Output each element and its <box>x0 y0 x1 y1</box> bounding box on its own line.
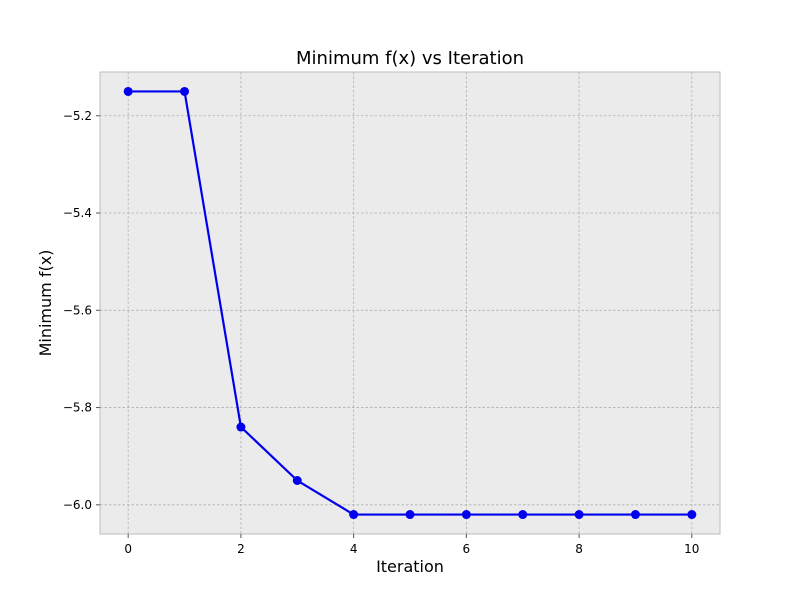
plot-area <box>99 71 721 535</box>
grid-lines <box>100 72 720 534</box>
x-tick-label: 6 <box>463 542 471 556</box>
series-points <box>123 86 697 520</box>
data-point <box>123 86 133 96</box>
x-tick-label: 2 <box>237 542 245 556</box>
chart-title: Minimum f(x) vs Iteration <box>296 48 524 69</box>
y-tick-label: −5.4 <box>63 206 92 220</box>
axis-ticks: 0 2 4 6 8 10 −5.2 −5.4 −5.6 −5.8 −6.0 <box>63 109 700 556</box>
data-point <box>405 510 415 520</box>
data-point <box>236 422 246 432</box>
data-point <box>630 510 640 520</box>
data-point <box>349 510 359 520</box>
x-tick-label: 8 <box>575 542 583 556</box>
x-tick-label: 10 <box>684 542 699 556</box>
data-point <box>180 86 190 96</box>
y-axis-label: Minimum f(x) <box>36 250 55 357</box>
data-point <box>518 510 528 520</box>
x-tick-label: 0 <box>124 542 132 556</box>
data-point <box>574 510 584 520</box>
y-tick-label: −5.8 <box>63 401 92 415</box>
y-tick-label: −5.6 <box>63 303 92 317</box>
y-tick-label: −6.0 <box>63 498 92 512</box>
x-axis-label: Iteration <box>376 557 444 576</box>
y-tick-label: −5.2 <box>63 109 92 123</box>
x-tick-label: 4 <box>350 542 358 556</box>
data-point <box>292 476 302 486</box>
data-point <box>461 510 471 520</box>
data-point <box>687 510 697 520</box>
